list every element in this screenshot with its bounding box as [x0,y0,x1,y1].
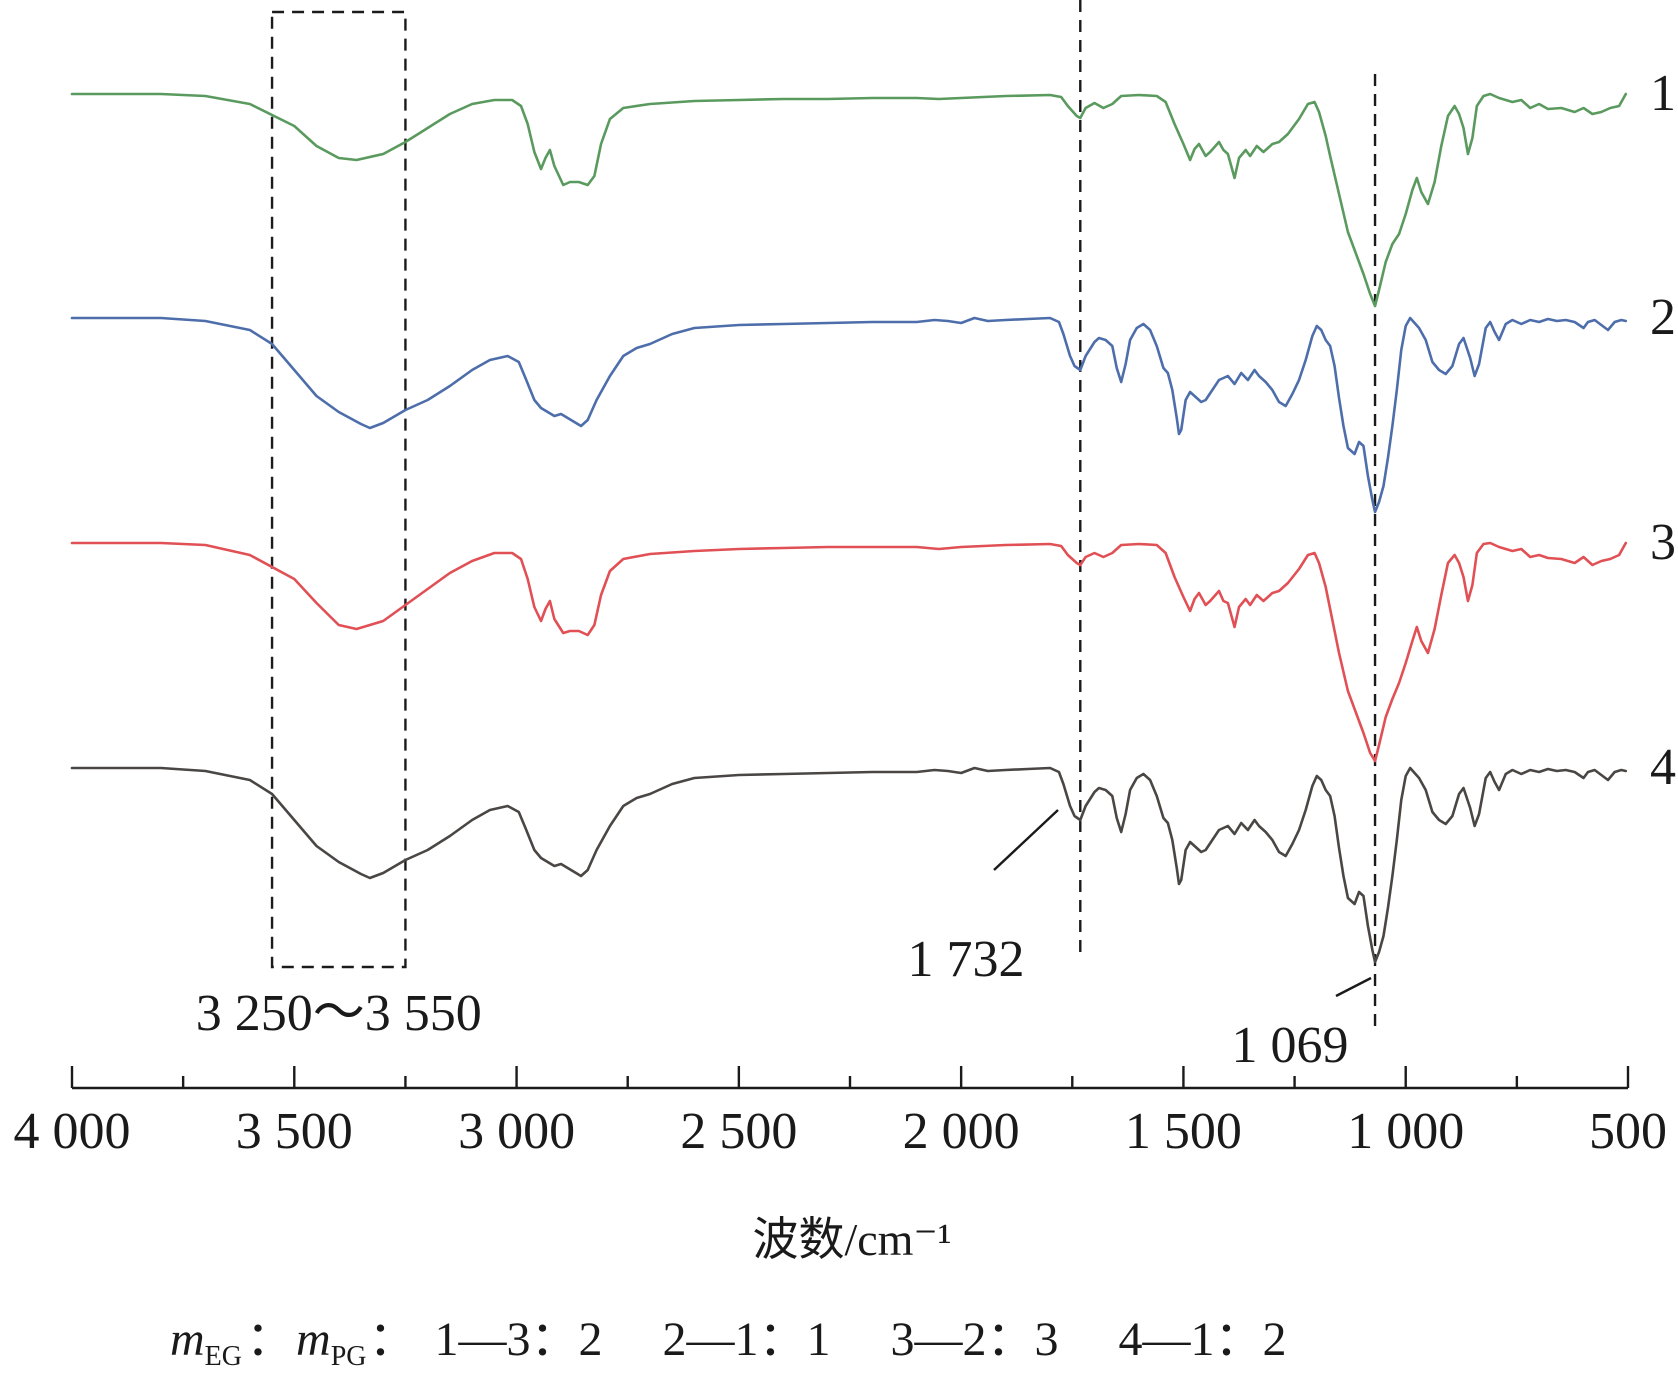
leader-1069 [1335,976,1372,998]
legend-m1: m [170,1313,205,1366]
series-line-3 [70,541,1628,763]
x-tick-label-2000: 2 000 [903,1103,1020,1160]
series-layer [70,92,1628,964]
series-label-2: 2 [1650,289,1676,346]
legend-sub-pg: PG [331,1341,367,1372]
x-tick-label-2500: 2 500 [680,1103,797,1160]
legend: mEG：mPG： 1—3：2 2—1：1 3—2：3 4—1：2 [170,1313,1287,1372]
leader-1732 [993,809,1059,871]
x-tick-label-4000: 4 000 [14,1103,131,1160]
annotation-layer: 3 250～3 550 1 732 1 069 [196,0,1377,1074]
series-label-layer: 1 2 3 4 [1650,65,1676,796]
series-label-4: 4 [1650,739,1676,796]
series-line-1 [70,92,1628,308]
x-tick-label-500: 500 [1589,1103,1667,1160]
legend-entry-1: 1—3：2 [435,1313,603,1366]
legend-entry-4: 4—1：2 [1119,1313,1287,1366]
legend-entry-2: 2—1：1 [663,1313,831,1366]
x-axis-label: 波数/cm⁻¹ [752,1214,951,1265]
wavenumber-range-box [270,10,407,969]
series-label-1: 1 [1650,65,1676,122]
series-label-3: 3 [1650,514,1676,571]
x-tick-label-1500: 1 500 [1125,1103,1242,1160]
series-line-4 [70,766,1628,964]
x-tick-label-3500: 3 500 [236,1103,353,1160]
vline-1069-label: 1 069 [1232,1017,1349,1074]
legend-sub-eg: EG [205,1341,242,1372]
x-axis: 4 000 3 500 3 000 2 500 2 000 1 500 1 000 500 [14,1066,1667,1160]
x-tick-label-1000: 1 000 [1347,1103,1464,1160]
legend-separator: ： [368,1313,416,1366]
series-line-2 [70,316,1628,514]
x-tick-label-3000: 3 000 [458,1103,575,1160]
vline-1732-label: 1 732 [908,931,1025,988]
legend-colon: ： [246,1313,294,1366]
range-box-label: 3 250～3 550 [196,985,482,1042]
legend-m2: m [296,1313,331,1366]
legend-entry-3: 3—2：3 [891,1313,1059,1366]
